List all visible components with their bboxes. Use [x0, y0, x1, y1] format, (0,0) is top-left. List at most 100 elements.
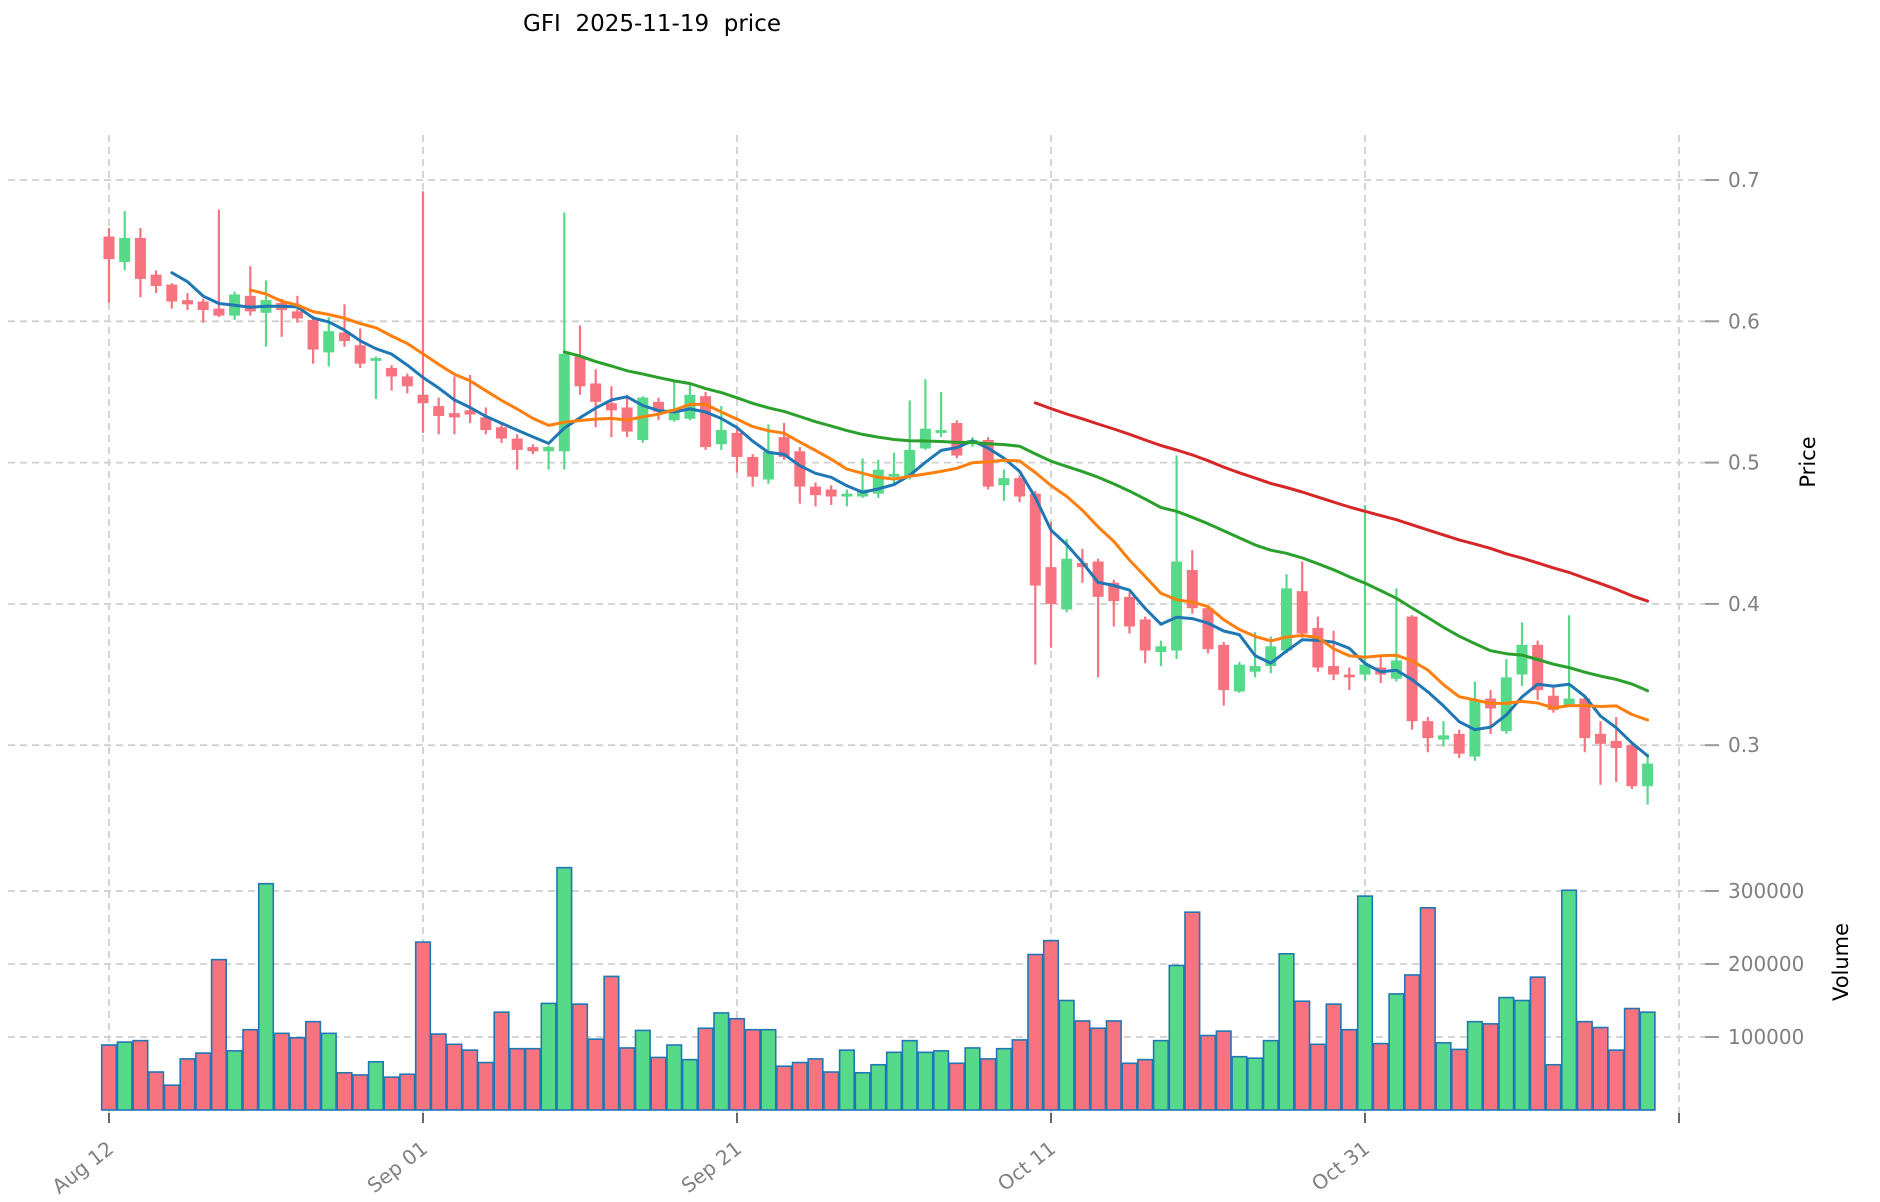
candle-body	[1092, 561, 1104, 597]
candle-body	[1343, 674, 1355, 678]
price-panel	[103, 191, 1654, 805]
candle	[762, 424, 774, 484]
volume-bar	[728, 1017, 746, 1111]
volume-bar	[446, 1043, 463, 1111]
candle	[1359, 504, 1371, 681]
volume-bar	[1137, 1058, 1154, 1111]
volume-bar	[1356, 895, 1374, 1111]
candle-body	[762, 451, 774, 480]
volume-bar	[1294, 1000, 1311, 1111]
volume-bar	[1121, 1062, 1138, 1111]
y-tick-label: 0.4	[1728, 592, 1760, 616]
candle-body	[1610, 740, 1622, 749]
candle	[370, 356, 382, 400]
volume-bar	[509, 1047, 526, 1111]
candle-body	[150, 274, 162, 286]
candle-body	[731, 432, 743, 457]
candle-body	[841, 493, 853, 497]
volume-bar	[195, 1052, 212, 1111]
candle	[527, 444, 539, 455]
candle	[166, 283, 178, 309]
candle-body	[119, 237, 131, 262]
candle	[1438, 721, 1449, 747]
candle	[433, 397, 445, 435]
volume-bar	[1608, 1049, 1625, 1111]
candle	[1532, 640, 1544, 700]
candle	[213, 209, 225, 318]
candle-body	[417, 394, 429, 404]
candle-body	[543, 447, 555, 452]
candle-body	[1642, 763, 1654, 787]
volume-bar	[838, 1049, 855, 1111]
volume-bar	[666, 1044, 683, 1111]
candle	[496, 423, 507, 443]
candle	[951, 420, 963, 459]
candle	[653, 397, 664, 421]
candle	[1045, 521, 1057, 648]
volume-bar	[854, 1071, 871, 1111]
candle-body	[1532, 644, 1544, 691]
volume-bar	[383, 1076, 400, 1111]
candle	[197, 298, 209, 323]
x-tick-label: Sep 21	[677, 1136, 747, 1198]
candle	[323, 317, 335, 367]
candle	[668, 382, 680, 422]
volume-bar	[885, 1051, 903, 1111]
candle	[1312, 616, 1324, 672]
candle	[621, 394, 633, 438]
x-tick-label: Oct 31	[1307, 1136, 1374, 1196]
candle-body	[1045, 567, 1057, 604]
x-tick-label: Oct 11	[993, 1136, 1060, 1196]
candle-body	[558, 353, 570, 452]
volume-bar	[179, 1058, 196, 1111]
volume-bar	[289, 1036, 306, 1111]
candle-body	[810, 486, 821, 496]
volume-bar	[603, 975, 620, 1111]
y-tick-label: 0.3	[1728, 733, 1760, 757]
candle	[1014, 475, 1026, 503]
candle-body	[1186, 569, 1198, 609]
candle-body	[1438, 735, 1449, 740]
volume-bar	[948, 1062, 965, 1111]
candle	[574, 325, 586, 395]
candle-body	[778, 437, 790, 457]
volume-bar	[100, 1044, 118, 1111]
candle-body	[448, 413, 460, 418]
candle-body	[1328, 666, 1340, 675]
volume-bar	[1027, 953, 1044, 1111]
volume-bar	[1152, 1039, 1169, 1111]
volume-bar	[540, 1002, 557, 1111]
ma10-line	[248, 288, 1650, 722]
volume-bar	[1372, 1042, 1389, 1111]
candle	[794, 447, 806, 504]
volume-bar	[1388, 993, 1405, 1111]
candle-body	[511, 438, 523, 450]
volume-bar	[681, 1058, 698, 1111]
volume-bar	[587, 1038, 604, 1111]
candle-body	[1563, 698, 1575, 706]
candle	[1061, 538, 1073, 613]
candle-body	[888, 473, 900, 477]
candle	[354, 328, 366, 368]
candle-body	[134, 237, 146, 279]
volume-bar	[618, 1047, 636, 1111]
volume-bar	[1090, 1027, 1107, 1111]
candle-body	[1076, 562, 1088, 568]
volume-bar	[1309, 1043, 1326, 1111]
candle	[1108, 579, 1120, 627]
volume-bar	[917, 1051, 934, 1111]
candle-body	[794, 451, 806, 487]
volume-bar	[744, 1028, 761, 1111]
candle-body	[166, 284, 178, 302]
candle	[684, 382, 696, 421]
candle	[935, 391, 947, 438]
candle	[731, 428, 743, 473]
candle-body	[1233, 664, 1245, 692]
candle-body	[1281, 588, 1292, 651]
candle-body	[998, 478, 1010, 486]
candle	[543, 445, 555, 470]
candle	[1155, 640, 1167, 667]
candle	[386, 365, 398, 391]
candle-body	[1029, 493, 1041, 586]
volume-bar	[1466, 1020, 1483, 1111]
